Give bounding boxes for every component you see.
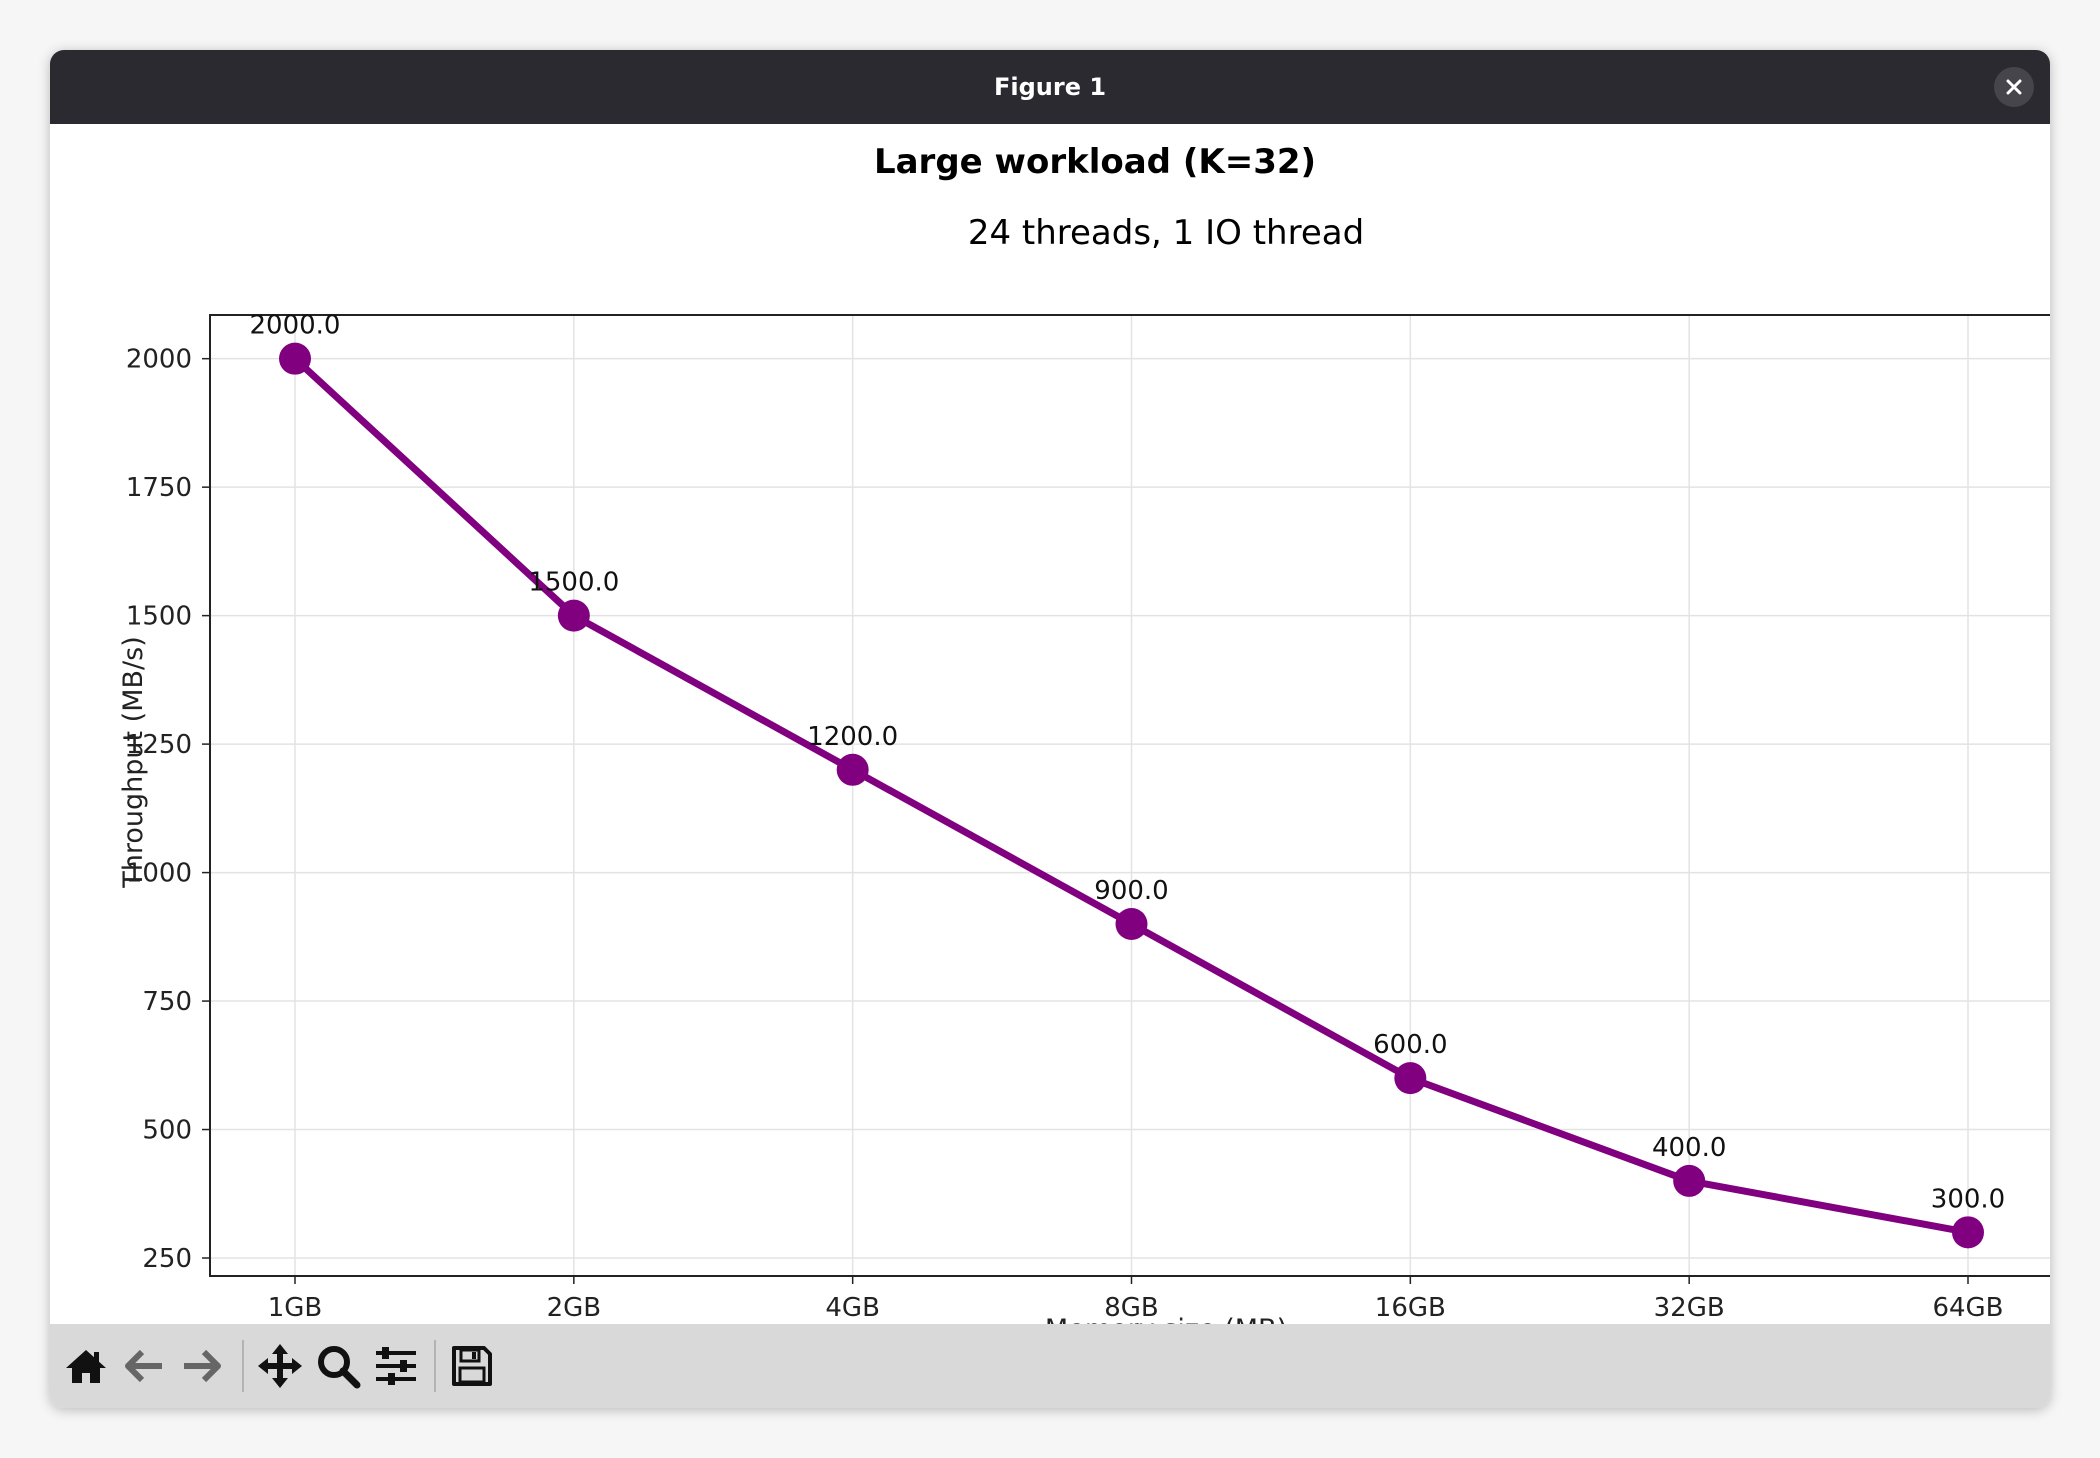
data-point <box>1673 1164 1706 1197</box>
data-point <box>279 342 311 375</box>
x-tick-label: 16GB <box>1375 1293 1446 1323</box>
y-tick-label: 1750 <box>126 473 192 503</box>
x-tick-label: 32GB <box>1654 1293 1725 1323</box>
move-icon <box>258 1344 302 1388</box>
x-tick-label: 8GB <box>1104 1293 1159 1323</box>
y-tick-label: 1250 <box>126 730 192 760</box>
line-chart: Large workload (K=32) 24 threads, 1 IO t… <box>118 142 2050 1345</box>
axes: 1GB 2GB 4GB 8GB 16GB 32GB 64GB 250 500 750 1000 125… <box>126 314 2050 1323</box>
chart-subtitle: 24 threads, 1 IO thread <box>968 213 1364 253</box>
y-axis-label: Throughput (MB/s) <box>118 636 149 888</box>
y-tick-label: 750 <box>142 987 192 1017</box>
floppy-disk-icon <box>452 1346 492 1386</box>
pan-button[interactable] <box>254 1340 306 1392</box>
series: 2000.0 1500.0 1200.0 900.0 600.0 400.0 300.0 <box>250 311 2005 1249</box>
y-tick-label: 2000 <box>126 345 192 375</box>
y-tick-label: 1000 <box>126 859 192 889</box>
navigation-toolbar <box>50 1324 2050 1408</box>
x-tick-label: 4GB <box>825 1293 880 1323</box>
close-icon <box>2006 79 2022 95</box>
plot-frame <box>209 314 2050 1277</box>
sliders-icon <box>376 1347 416 1385</box>
forward-button[interactable] <box>176 1340 228 1392</box>
magnifier-icon <box>318 1346 361 1389</box>
y-tick-label: 250 <box>142 1244 192 1274</box>
x-tick-label: 2GB <box>547 1293 602 1323</box>
data-point <box>557 599 590 632</box>
data-label: 1200.0 <box>807 722 898 752</box>
chart-title: Large workload (K=32) <box>874 142 1316 182</box>
x-axis-label: Memory size (MB) <box>1045 1314 1287 1324</box>
home-button[interactable] <box>60 1340 112 1392</box>
save-button[interactable] <box>446 1340 498 1392</box>
figure-window: Figure 1 Large workload (K=32) 24 thread… <box>50 50 2050 1408</box>
data-label: 300.0 <box>1931 1184 2005 1214</box>
data-label: 2000.0 <box>250 311 341 341</box>
data-label: 900.0 <box>1094 876 1168 906</box>
data-point <box>836 753 869 786</box>
data-point <box>1394 1062 1427 1095</box>
toolbar-separator <box>434 1340 436 1392</box>
figure-canvas: Large workload (K=32) 24 threads, 1 IO t… <box>50 124 2050 1345</box>
back-button[interactable] <box>118 1340 170 1392</box>
arrow-right-icon <box>184 1349 221 1383</box>
zoom-button[interactable] <box>312 1340 364 1392</box>
data-point <box>1952 1216 1984 1249</box>
data-label: 400.0 <box>1652 1133 1726 1163</box>
data-label: 1500.0 <box>528 568 619 598</box>
grid-lines <box>210 315 2050 1276</box>
close-button[interactable] <box>1994 67 2034 107</box>
title-bar: Figure 1 <box>50 50 2050 124</box>
x-tick-label: 1GB <box>268 1293 323 1323</box>
toolbar-separator <box>242 1340 244 1392</box>
home-icon <box>66 1350 106 1383</box>
x-tick-label: 64GB <box>1932 1293 2003 1323</box>
configure-subplots-button[interactable] <box>370 1340 422 1392</box>
data-point <box>1115 907 1148 940</box>
window-title: Figure 1 <box>993 73 1107 101</box>
y-tick-label: 1500 <box>126 602 192 632</box>
y-tick-label: 500 <box>142 1116 192 1146</box>
arrow-left-icon <box>125 1349 162 1383</box>
data-label: 600.0 <box>1373 1030 1447 1060</box>
